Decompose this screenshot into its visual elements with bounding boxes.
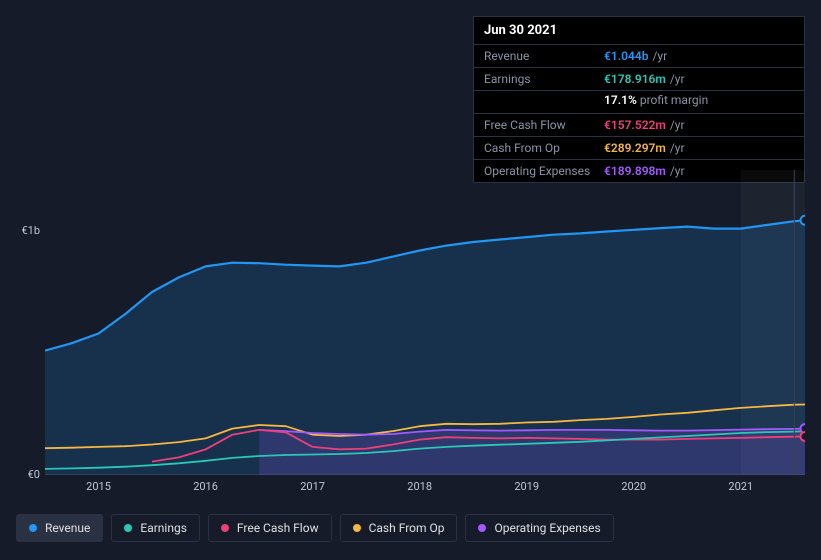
tooltip-value: €178.916m	[604, 72, 666, 86]
legend-item-earnings[interactable]: Earnings	[111, 514, 200, 542]
legend-label: Free Cash Flow	[237, 521, 319, 535]
tooltip-row-earnings: Earnings€178.916m/yr	[474, 68, 804, 91]
tooltip-row-cash_from_op: Cash From Op€289.297m/yr	[474, 137, 804, 160]
tooltip-profit-margin: 17.1% profit margin	[474, 91, 804, 114]
tooltip-suffix: /yr	[670, 141, 685, 155]
legend-item-free_cash_flow[interactable]: Free Cash Flow	[208, 514, 332, 542]
chart-legend: Revenue Earnings Free Cash Flow Cash From O…	[16, 514, 614, 542]
tooltip-label: Earnings	[484, 72, 604, 86]
tooltip-date: Jun 30 2021	[474, 17, 804, 45]
tooltip-suffix: /yr	[652, 49, 667, 63]
tooltip-row-free_cash_flow: Free Cash Flow€157.522m/yr	[474, 114, 804, 137]
legend-swatch	[478, 524, 486, 532]
legend-label: Revenue	[45, 521, 90, 535]
x-axis-label: 2021	[728, 480, 753, 493]
y-axis-label: €1b	[0, 224, 40, 237]
tooltip-row-revenue: Revenue€1.044b/yr	[474, 45, 804, 68]
tooltip-value: €289.297m	[604, 141, 666, 155]
legend-label: Earnings	[140, 521, 187, 535]
x-axis-label: 2015	[86, 480, 111, 493]
x-axis-label: 2020	[621, 480, 646, 493]
end-marker-revenue	[801, 216, 806, 225]
legend-item-revenue[interactable]: Revenue	[16, 514, 103, 542]
x-axis: 2015 2016 2017 2018 2019 2020 2021	[45, 480, 805, 498]
chart-tooltip: Jun 30 2021 Revenue€1.044b/yrEarnings€17…	[473, 16, 805, 183]
legend-label: Operating Expenses	[494, 521, 600, 535]
tooltip-suffix: /yr	[670, 118, 685, 132]
tooltip-value: €1.044b	[604, 49, 648, 63]
financial-chart: Jun 30 2021 Revenue€1.044b/yrEarnings€17…	[0, 0, 821, 560]
tooltip-label: Cash From Op	[484, 141, 604, 155]
x-axis-label: 2017	[300, 480, 325, 493]
tooltip-label: Free Cash Flow	[484, 118, 604, 132]
legend-item-operating_expenses[interactable]: Operating Expenses	[465, 514, 613, 542]
x-axis-label: 2018	[407, 480, 432, 493]
tooltip-label: Revenue	[484, 49, 604, 63]
tooltip-suffix: /yr	[670, 72, 685, 86]
legend-swatch	[29, 524, 37, 532]
x-axis-label: 2019	[514, 480, 539, 493]
y-axis-label: €0	[0, 468, 40, 481]
legend-swatch	[221, 524, 229, 532]
legend-item-cash_from_op[interactable]: Cash From Op	[340, 514, 458, 542]
x-axis-label: 2016	[193, 480, 218, 493]
tooltip-value: €157.522m	[604, 118, 666, 132]
chart-plot-area[interactable]	[45, 170, 805, 475]
legend-label: Cash From Op	[369, 521, 445, 535]
end-marker-free_cash_flow	[801, 432, 806, 441]
legend-swatch	[353, 524, 361, 532]
legend-swatch	[124, 524, 132, 532]
